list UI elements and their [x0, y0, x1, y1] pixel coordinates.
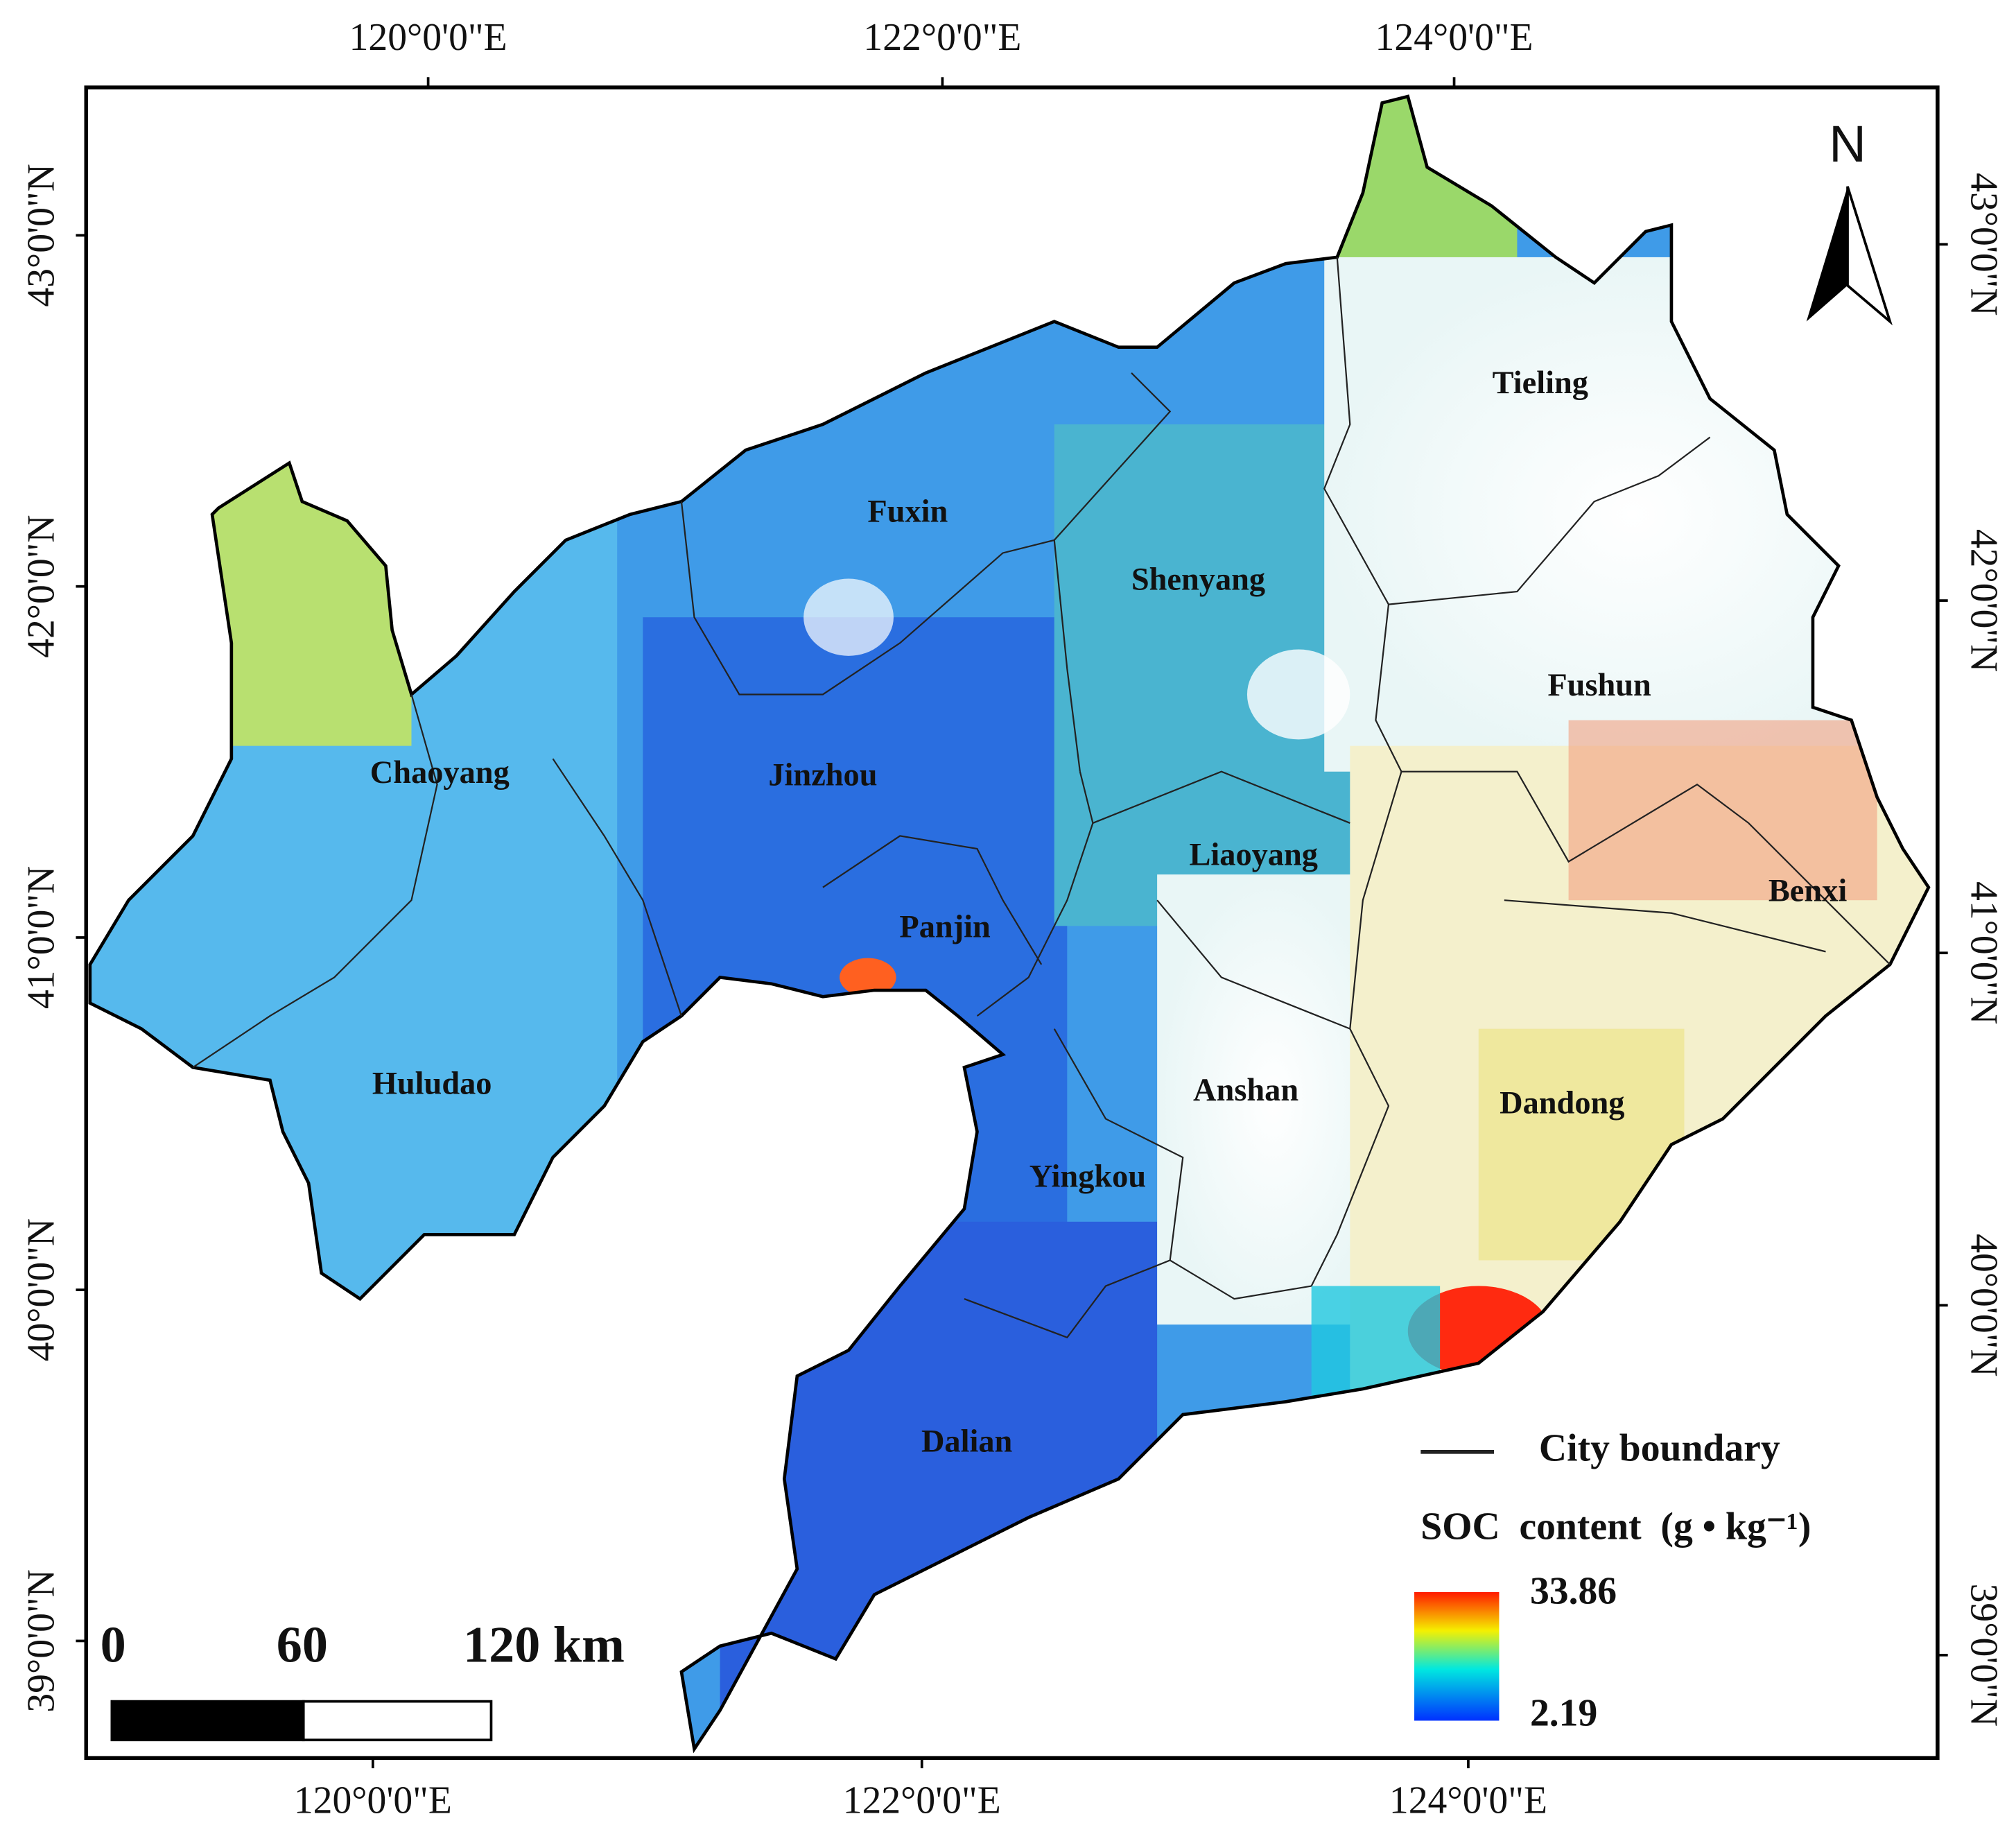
- city-label: Benxi: [1769, 874, 1847, 909]
- lon-label: 124°0'0"E: [1375, 16, 1533, 59]
- lon-label: 120°0'0"E: [294, 1779, 452, 1822]
- lon-label: 122°0'0"E: [843, 1779, 1001, 1822]
- lat-label: 40°0'0"N: [20, 1218, 63, 1361]
- lon-label: 122°0'0"E: [863, 16, 1021, 59]
- city-label: Anshan: [1193, 1073, 1298, 1108]
- city-label: Panjin: [899, 909, 991, 944]
- city-boundaries: [192, 257, 1891, 1339]
- lat-label: 42°0'0"N: [1962, 529, 2005, 672]
- lat-label: 40°0'0"N: [1962, 1234, 2005, 1376]
- graticule-ticks: [76, 77, 1948, 1769]
- lat-label: 41°0'0"N: [20, 866, 63, 1009]
- legend-title: SOC content (g • kg⁻¹): [1420, 1505, 1811, 1548]
- city-label: Yingkou: [1029, 1159, 1146, 1194]
- lat-label: 43°0'0"N: [20, 164, 63, 306]
- city-label: Fushun: [1547, 668, 1651, 703]
- city-label: Liaoyang: [1189, 838, 1317, 873]
- legend-boundary: City boundary: [1539, 1427, 1780, 1470]
- color-ramp: [1414, 1591, 1500, 1721]
- scale-label: 60: [277, 1616, 328, 1673]
- lat-label: 41°0'0"N: [1962, 881, 2005, 1024]
- city-label: Dandong: [1500, 1086, 1624, 1121]
- lon-label: 120°0'0"E: [349, 16, 507, 59]
- city-label: Chaoyang: [370, 755, 510, 791]
- legend-min: 2.19: [1530, 1692, 1597, 1735]
- city-label: Dalian: [921, 1424, 1013, 1459]
- city-label: Fuxin: [867, 494, 948, 529]
- legend-max: 33.86: [1530, 1569, 1617, 1612]
- lat-label: 39°0'0"N: [20, 1569, 63, 1712]
- lat-label: 43°0'0"N: [1962, 173, 2005, 316]
- scale-bar: [110, 1700, 493, 1742]
- city-label: Huludao: [372, 1067, 492, 1102]
- lat-label: 42°0'0"N: [20, 515, 63, 657]
- lat-label: 39°0'0"N: [1962, 1584, 2005, 1727]
- scale-label: 120 km: [463, 1616, 625, 1673]
- scale-label: 0: [101, 1616, 126, 1673]
- lon-label: 124°0'0"E: [1389, 1779, 1547, 1822]
- city-label: Jinzhou: [768, 758, 877, 793]
- city-label: Shenyang: [1131, 562, 1265, 598]
- city-label: Tieling: [1493, 365, 1588, 401]
- north-label: N: [1829, 115, 1866, 173]
